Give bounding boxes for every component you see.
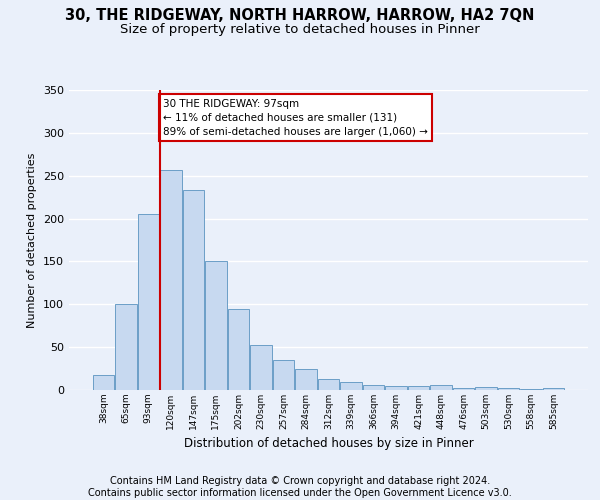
Bar [92, 374, 114, 390]
Bar [475, 388, 497, 390]
Bar [318, 379, 339, 390]
Bar [137, 214, 159, 390]
Bar [273, 360, 294, 390]
Bar [430, 385, 452, 390]
Bar [498, 388, 520, 390]
Text: Size of property relative to detached houses in Pinner: Size of property relative to detached ho… [120, 22, 480, 36]
Bar [543, 388, 565, 390]
Bar [205, 262, 227, 390]
Bar [182, 190, 204, 390]
Text: 30 THE RIDGEWAY: 97sqm
← 11% of detached houses are smaller (131)
89% of semi-de: 30 THE RIDGEWAY: 97sqm ← 11% of detached… [163, 98, 428, 136]
Y-axis label: Number of detached properties: Number of detached properties [28, 152, 37, 328]
Text: Distribution of detached houses by size in Pinner: Distribution of detached houses by size … [184, 438, 473, 450]
Bar [160, 170, 182, 390]
Bar [228, 308, 249, 390]
Bar [520, 389, 542, 390]
Bar [453, 388, 475, 390]
Text: 30, THE RIDGEWAY, NORTH HARROW, HARROW, HA2 7QN: 30, THE RIDGEWAY, NORTH HARROW, HARROW, … [65, 8, 535, 22]
Bar [250, 346, 272, 390]
Text: Contains HM Land Registry data © Crown copyright and database right 2024.
Contai: Contains HM Land Registry data © Crown c… [88, 476, 512, 498]
Bar [340, 382, 362, 390]
Bar [295, 368, 317, 390]
Bar [385, 386, 407, 390]
Bar [363, 385, 384, 390]
Bar [408, 386, 429, 390]
Bar [115, 304, 137, 390]
